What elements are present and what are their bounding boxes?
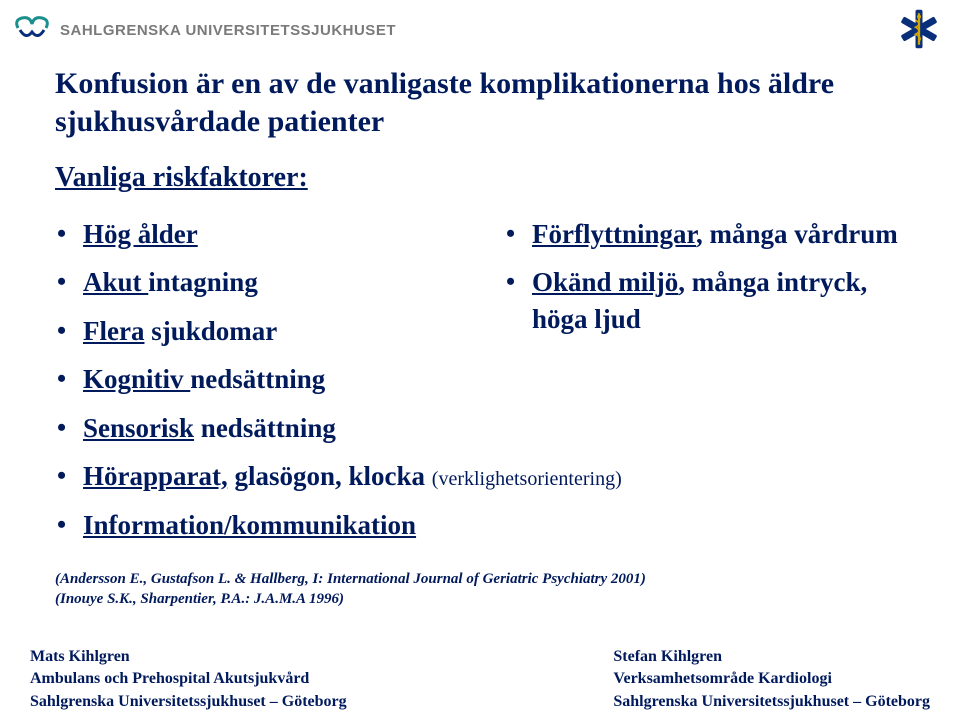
- bullet-item: Sensorisk nedsättning: [55, 410, 456, 446]
- footer-name: Mats Kihlgren: [30, 646, 347, 668]
- bullet-rest: nedsättning: [194, 413, 336, 443]
- sahlgrenska-logo-icon: [12, 8, 52, 53]
- bullet-rest: intagning: [148, 267, 258, 297]
- bullet-underline: Flera: [83, 316, 144, 346]
- citations: (Andersson E., Gustafson L. & Hallberg, …: [55, 569, 905, 610]
- footer-org: Sahlgrenska Universitetssjukhuset – Göte…: [30, 691, 347, 713]
- footer-dept: Verksamhetsområde Kardiologi: [613, 668, 930, 690]
- bullet-underline: Sensorisk: [83, 413, 194, 443]
- bullet-item: Kognitiv nedsättning: [55, 361, 456, 397]
- footer-org: Sahlgrenska Universitetssjukhuset – Göte…: [613, 691, 930, 713]
- bullet-item: Information/kommunikation: [55, 507, 905, 543]
- org-logo-left: SAHLGRENSKA UNIVERSITETSSJUKHUSET: [12, 8, 396, 53]
- bullet-item: Hög ålder: [55, 216, 456, 252]
- bullet-item: Hörapparat, glasögon, klocka (verklighet…: [55, 458, 905, 494]
- left-column: Hög ålder Akut intagning Flera sjukdomar…: [55, 216, 456, 458]
- bullet-rest: nedsättning: [190, 364, 325, 394]
- bullet-underline: Hög ålder: [83, 219, 198, 249]
- header: SAHLGRENSKA UNIVERSITETSSJUKHUSET: [0, 0, 960, 55]
- slide-title: Konfusion är en av de vanligaste komplik…: [55, 65, 905, 140]
- bullet-underline: Kognitiv: [83, 364, 190, 394]
- slide-subtitle: Vanliga riskfaktorer:: [55, 162, 905, 194]
- footer-right: Stefan Kihlgren Verksamhetsområde Kardio…: [613, 646, 930, 713]
- bullet-item: Flera sjukdomar: [55, 313, 456, 349]
- bullet-rest: sjukdomar: [144, 316, 277, 346]
- star-of-life-icon: [898, 8, 940, 55]
- bullet-underline: Förflyttningar: [532, 219, 696, 249]
- bullet-rest: , många vårdrum: [696, 219, 898, 249]
- org-name: SAHLGRENSKA UNIVERSITETSSJUKHUSET: [60, 22, 396, 39]
- bullet-rest: glasögon, klocka: [228, 461, 432, 491]
- right-column: Förflyttningar, många vårdrum Okänd milj…: [504, 216, 905, 458]
- footer-left: Mats Kihlgren Ambulans och Prehospital A…: [30, 646, 347, 713]
- bullet-underline: Akut: [83, 267, 148, 297]
- two-columns: Hög ålder Akut intagning Flera sjukdomar…: [55, 216, 905, 458]
- citation-line: (Inouye S.K., Sharpentier, P.A.: J.A.M.A…: [55, 589, 905, 609]
- bullet-item: Förflyttningar, många vårdrum: [504, 216, 905, 252]
- bullet-item: Okänd miljö, många intryck, höga ljud: [504, 264, 905, 337]
- left-bullet-list: Hög ålder Akut intagning Flera sjukdomar…: [55, 216, 456, 446]
- footer-dept: Ambulans och Prehospital Akutsjukvård: [30, 668, 347, 690]
- wide-bullet-list: Hörapparat, glasögon, klocka (verklighet…: [55, 458, 905, 543]
- bullet-underline: Hörapparat,: [83, 461, 228, 491]
- citation-line: (Andersson E., Gustafson L. & Hallberg, …: [55, 569, 905, 589]
- slide-content: Konfusion är en av de vanligaste komplik…: [0, 55, 960, 610]
- bullet-item: Akut intagning: [55, 264, 456, 300]
- footer: Mats Kihlgren Ambulans och Prehospital A…: [0, 646, 960, 713]
- bullet-paren: (verklighetsorientering): [432, 468, 622, 490]
- bullet-underline: Okänd miljö: [532, 267, 678, 297]
- footer-name: Stefan Kihlgren: [613, 646, 930, 668]
- bullet-underline: Information/kommunikation: [83, 510, 416, 540]
- right-bullet-list: Förflyttningar, många vårdrum Okänd milj…: [504, 216, 905, 337]
